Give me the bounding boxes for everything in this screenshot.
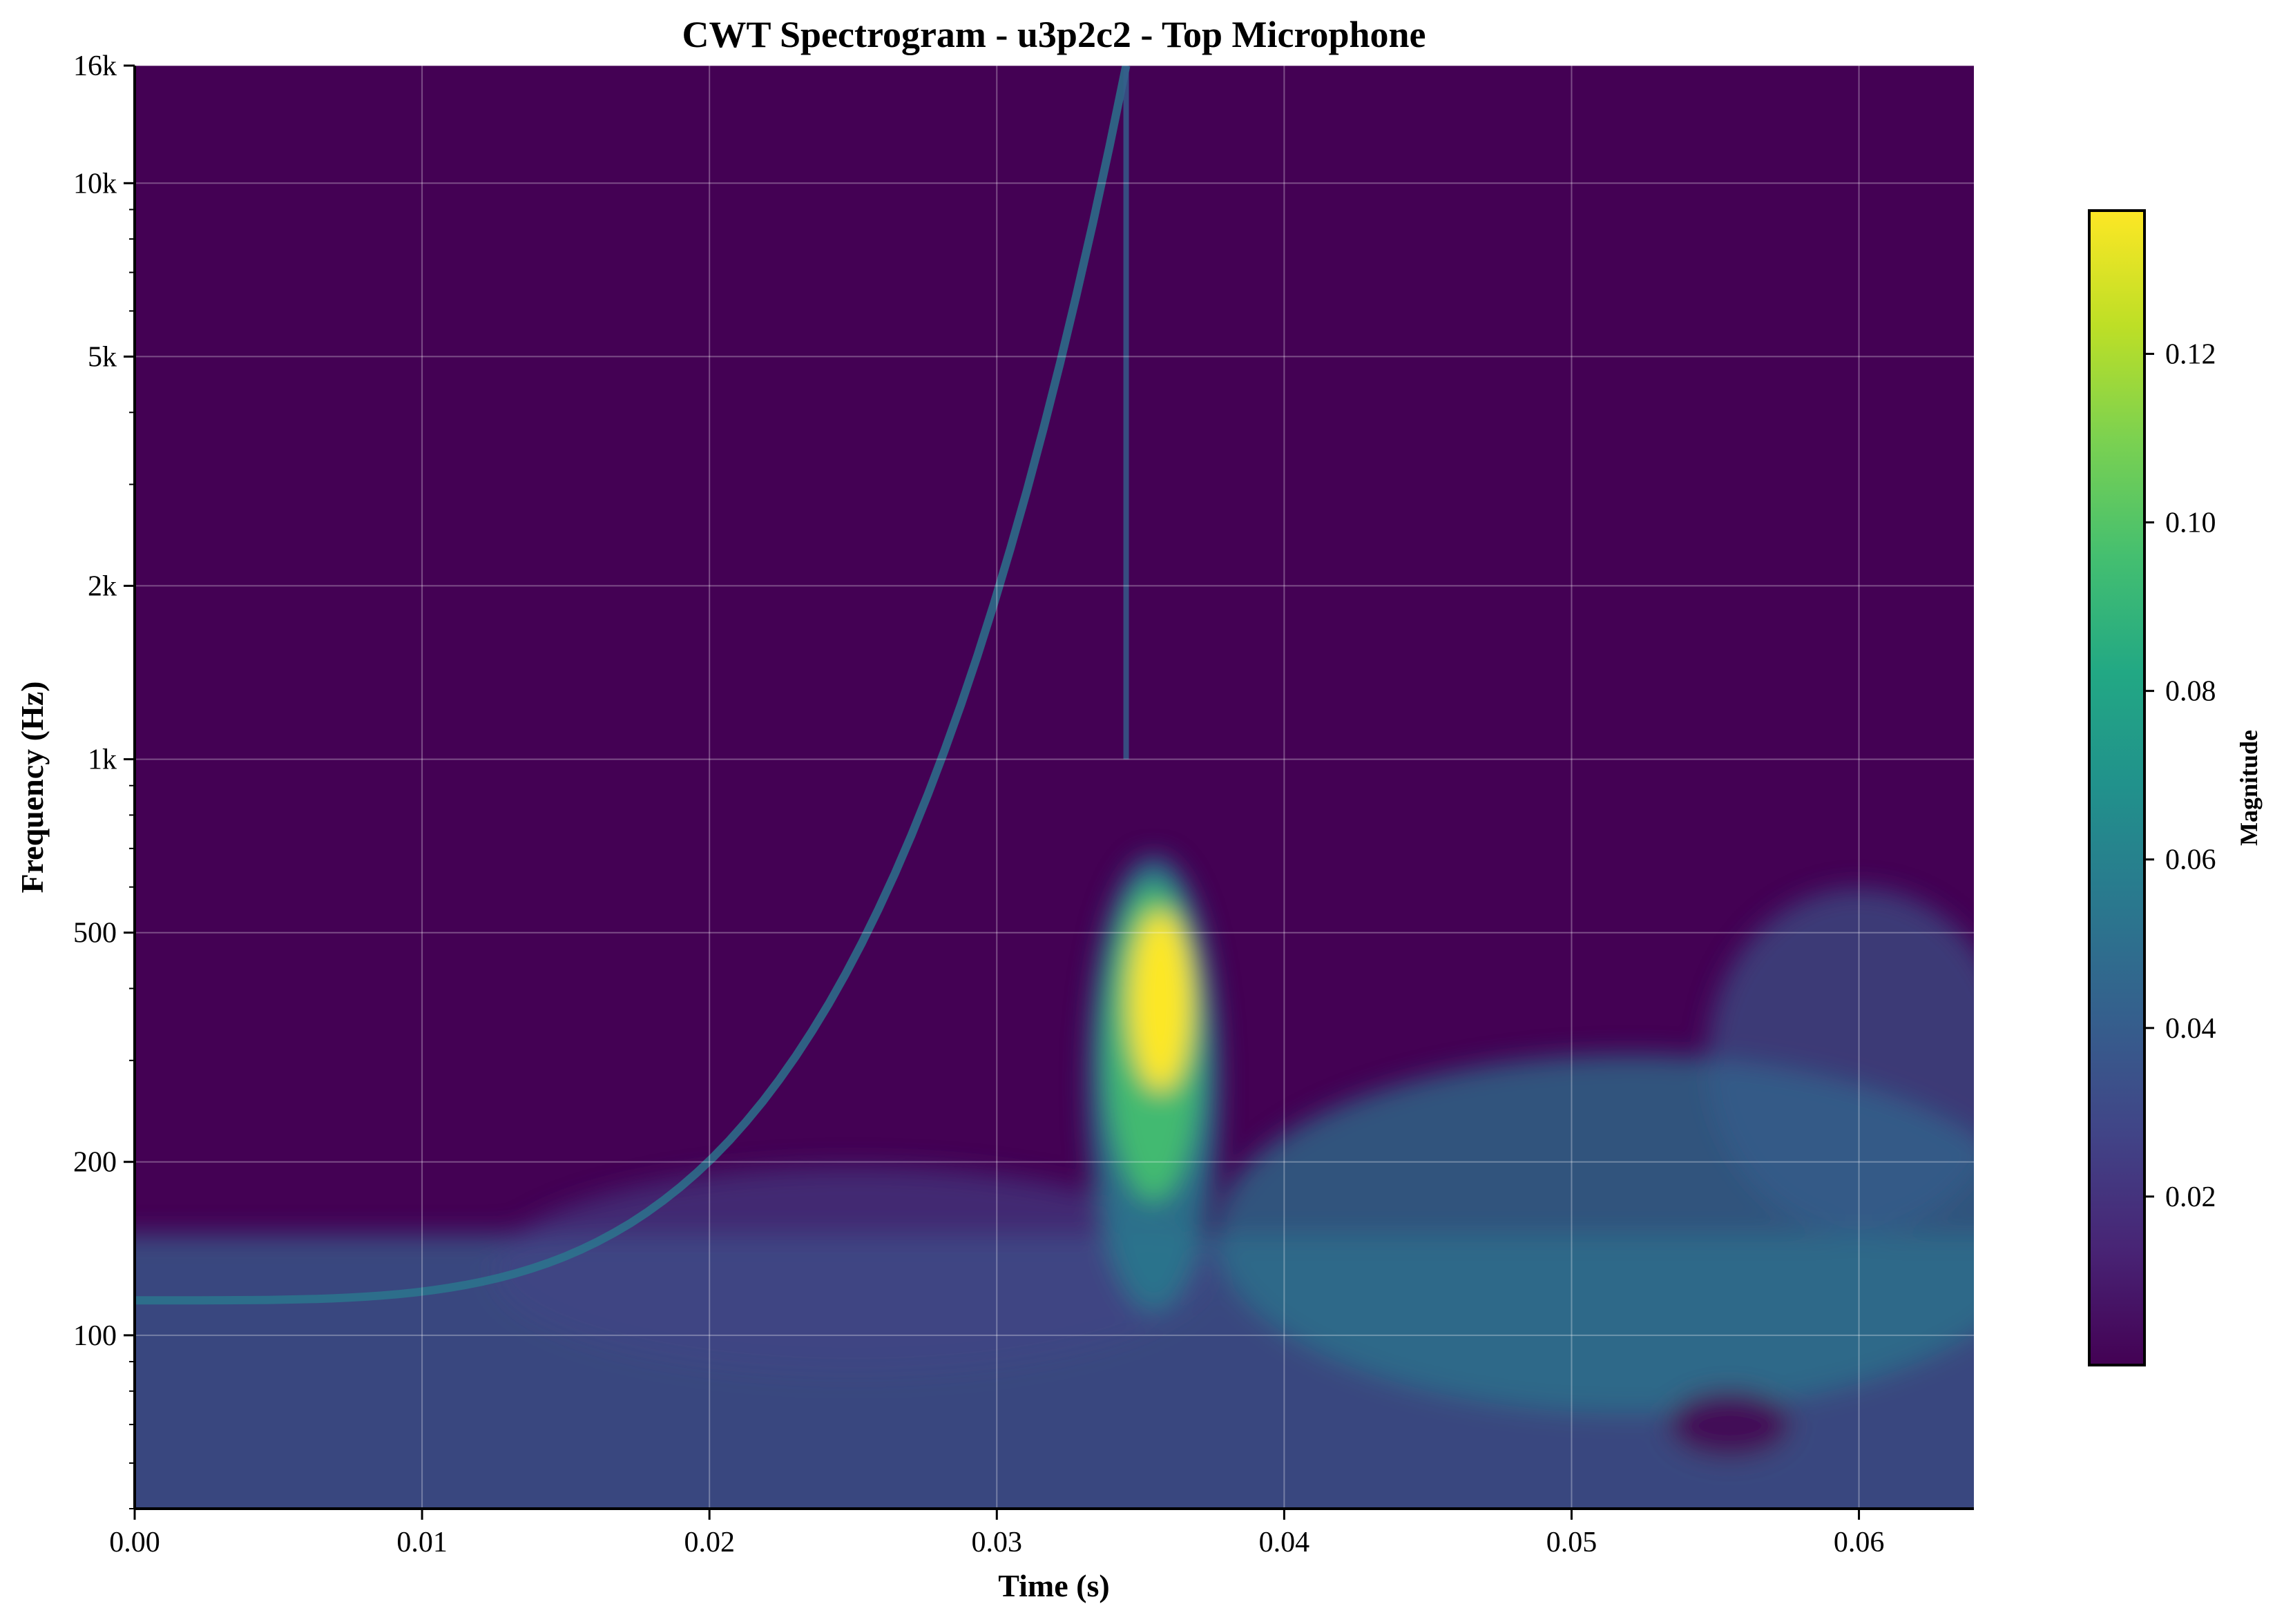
x-tick-label: 0.04 — [1259, 1527, 1310, 1558]
y-tick-label: 200 — [73, 1147, 117, 1179]
y-tick-label: 500 — [73, 918, 117, 949]
y-tick-label: 10k — [73, 168, 117, 200]
chirp-ridge-line — [135, 66, 1131, 1305]
left-low-energy-region — [494, 1166, 1213, 1373]
chart-title: CWT Spectrogram - u3p2c2 - Top Microphon… — [682, 14, 1426, 55]
x-axis-ticks: 0.00 0.01 0.02 0.03 0.04 0.05 0.06 — [109, 1509, 1884, 1558]
colorbar-ticks: 0.02 0.04 0.06 0.08 0.10 0.12 — [2144, 338, 2216, 1213]
colorbar-tick-label: 0.08 — [2165, 676, 2216, 708]
dark-spot — [1667, 1390, 1792, 1460]
right-mid-energy-region — [1707, 887, 1974, 1233]
x-axis-label: Time (s) — [998, 1568, 1109, 1603]
colorbar-tick-label: 0.02 — [2165, 1181, 2216, 1213]
y-axis-ticks: 100 200 500 1k 2k 5k 10k 16k — [73, 50, 135, 1509]
y-tick-label: 5k — [88, 341, 117, 373]
heatmap-field — [135, 66, 1974, 1509]
heatmap-blurred-layer — [135, 856, 1974, 1509]
plot-area — [134, 65, 1974, 1509]
colorbar-label: Magnitude — [2235, 730, 2263, 846]
y-axis-label: Frequency (Hz) — [15, 681, 50, 893]
colorbar-tick-label: 0.12 — [2165, 338, 2216, 370]
y-tick-label: 1k — [88, 744, 117, 776]
x-tick-label: 0.00 — [109, 1527, 160, 1558]
colorbar-tick-label: 0.06 — [2165, 844, 2216, 876]
colorbar-tick-label: 0.04 — [2165, 1013, 2216, 1045]
y-tick-label: 2k — [88, 570, 117, 602]
x-tick-label: 0.03 — [972, 1527, 1023, 1558]
colorbar-gradient — [2088, 209, 2146, 1366]
colorbar-tick-label: 0.10 — [2165, 508, 2216, 539]
peak-core — [1129, 911, 1192, 1092]
grid-lines — [134, 65, 1974, 1509]
y-tick-label: 16k — [73, 50, 117, 82]
y-tick-label: 100 — [73, 1320, 117, 1352]
x-tick-label: 0.05 — [1546, 1527, 1597, 1558]
x-tick-label: 0.01 — [396, 1527, 448, 1558]
x-tick-label: 0.06 — [1834, 1527, 1885, 1558]
x-tick-label: 0.02 — [684, 1527, 735, 1558]
colorbar: 0.02 0.04 0.06 0.08 0.10 0.12 Magnitude — [2088, 209, 2263, 1366]
